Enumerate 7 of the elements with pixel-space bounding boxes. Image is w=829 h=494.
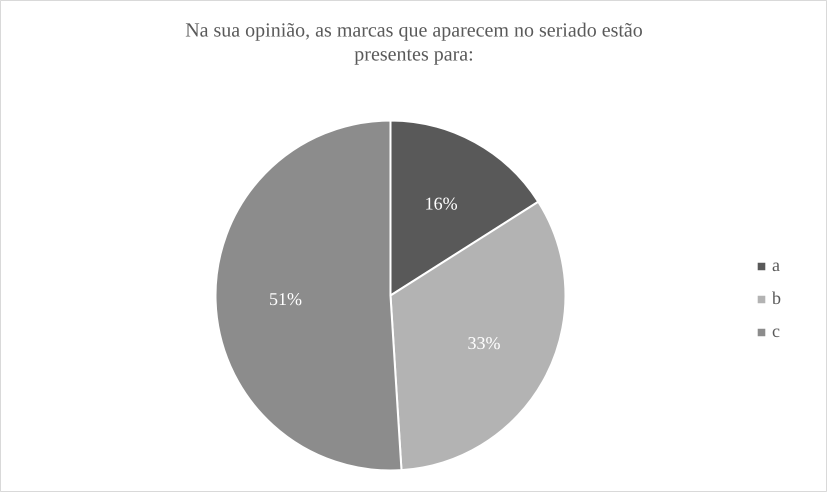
- data-label: 33%: [468, 333, 501, 354]
- legend-label: a: [772, 255, 781, 276]
- chart-title: Na sua opinião, as marcas que aparecem no seriado estão presentes para:: [185, 20, 643, 66]
- data-label: 16%: [424, 193, 458, 214]
- legend-label: b: [772, 288, 782, 309]
- data-label: 51%: [269, 288, 302, 309]
- legend-label: c: [772, 321, 781, 342]
